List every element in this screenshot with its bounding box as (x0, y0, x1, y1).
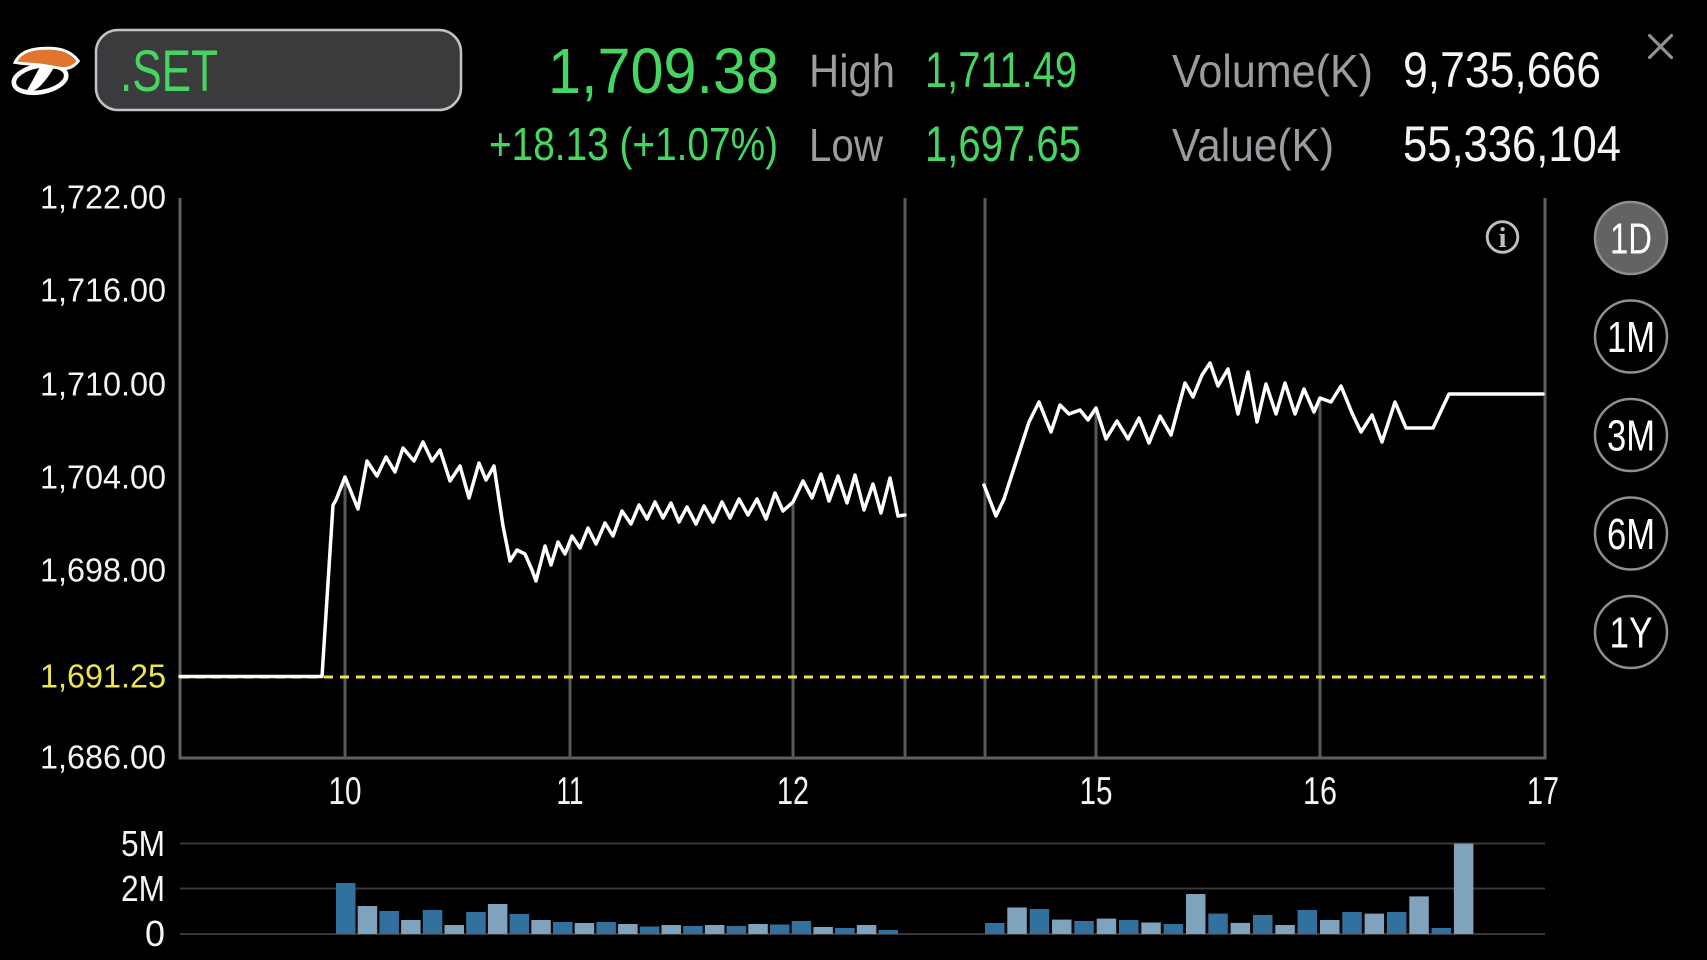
svg-text:1,704.00: 1,704.00 (40, 459, 166, 496)
svg-text:3M: 3M (1607, 412, 1655, 461)
svg-text:1,691.25: 1,691.25 (40, 658, 166, 695)
svg-text:1D: 1D (1610, 215, 1652, 264)
svg-text:2M: 2M (121, 868, 165, 909)
svg-text:i: i (1498, 222, 1506, 254)
svg-text:12: 12 (777, 770, 809, 813)
svg-text:Volume(K): Volume(K) (1172, 45, 1373, 97)
svg-text:Low: Low (809, 119, 884, 171)
svg-text:10: 10 (329, 770, 362, 813)
svg-text:1,686.00: 1,686.00 (40, 739, 166, 776)
svg-text:15: 15 (1080, 770, 1113, 813)
svg-text:55,336,104: 55,336,104 (1403, 116, 1621, 172)
svg-text:1,698.00: 1,698.00 (40, 552, 166, 589)
svg-text:0: 0 (145, 913, 165, 954)
svg-text:17: 17 (1527, 770, 1559, 813)
svg-text:11: 11 (557, 770, 584, 813)
svg-text:1,716.00: 1,716.00 (40, 272, 166, 309)
svg-text:1,710.00: 1,710.00 (40, 366, 166, 403)
svg-text:16: 16 (1303, 770, 1337, 813)
svg-text:.SET: .SET (120, 39, 218, 104)
svg-text:1,709.38: 1,709.38 (548, 35, 779, 107)
svg-text:9,735,666: 9,735,666 (1403, 42, 1601, 98)
svg-text:1Y: 1Y (1610, 609, 1653, 658)
svg-text:1,711.49: 1,711.49 (925, 42, 1077, 98)
svg-text:1M: 1M (1607, 313, 1655, 362)
svg-text:6M: 6M (1607, 510, 1655, 559)
svg-text:5M: 5M (121, 823, 165, 864)
svg-text:High: High (809, 45, 895, 97)
svg-text:1,697.65: 1,697.65 (925, 116, 1081, 172)
svg-text:+18.13 (+1.07%): +18.13 (+1.07%) (489, 118, 778, 170)
svg-text:Value(K): Value(K) (1172, 119, 1334, 171)
svg-text:1,722.00: 1,722.00 (40, 179, 166, 216)
